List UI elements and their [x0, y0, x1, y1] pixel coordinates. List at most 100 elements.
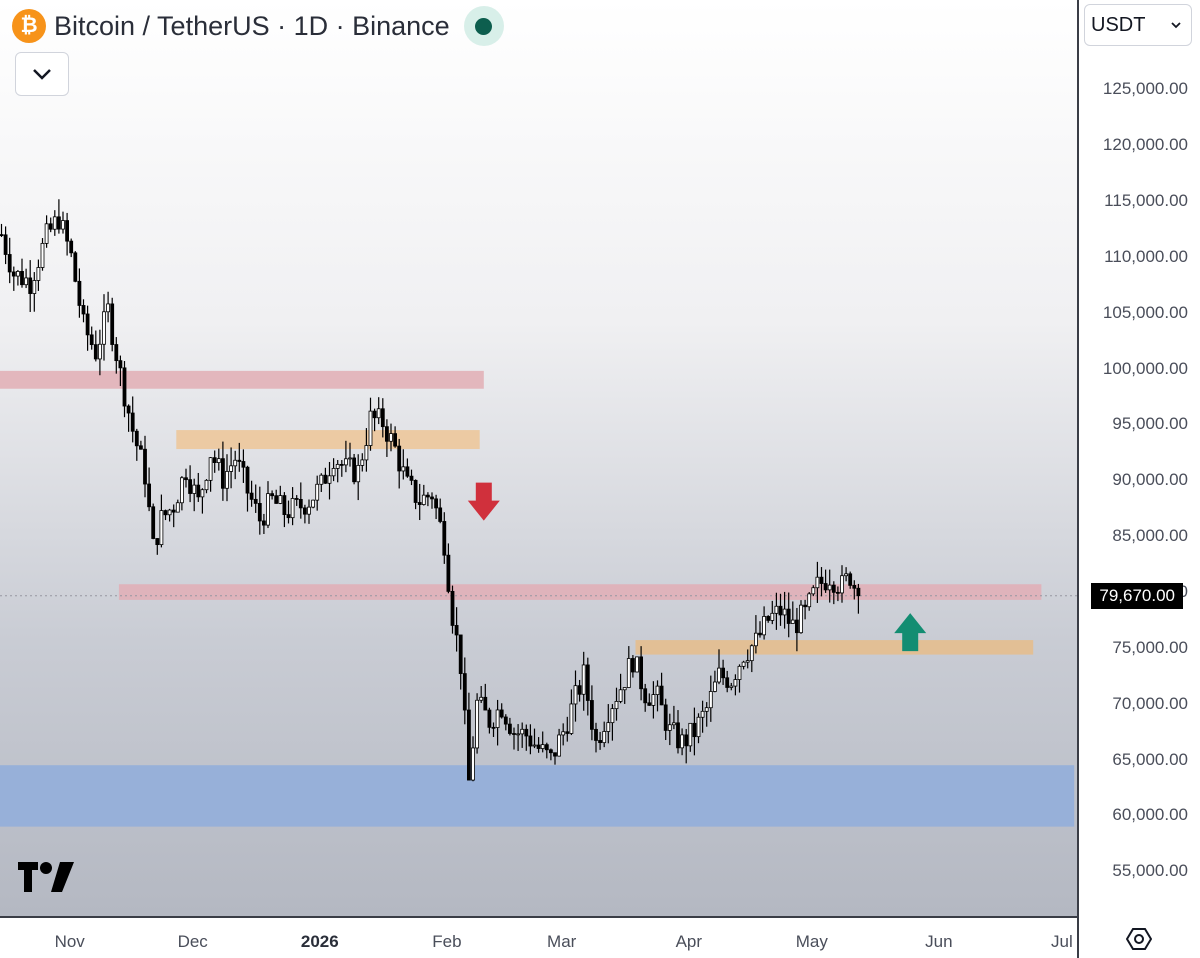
resistance-zone-1[interactable]: [176, 430, 480, 450]
candle[interactable]: [216, 448, 221, 471]
candle[interactable]: [237, 442, 242, 472]
candle[interactable]: [417, 483, 422, 521]
candle[interactable]: [220, 441, 225, 501]
candle[interactable]: [36, 259, 41, 291]
candle[interactable]: [647, 693, 652, 706]
candle[interactable]: [163, 509, 168, 521]
candle[interactable]: [184, 468, 188, 488]
candle[interactable]: [454, 607, 459, 652]
candle[interactable]: [852, 580, 857, 600]
candle[interactable]: [138, 440, 143, 450]
candle[interactable]: [786, 592, 791, 638]
candle[interactable]: [212, 450, 217, 473]
candle[interactable]: [766, 615, 771, 623]
resistance-zone-2[interactable]: [118, 584, 1042, 600]
candle[interactable]: [655, 680, 660, 712]
candle[interactable]: [401, 449, 406, 480]
candle[interactable]: [610, 704, 615, 741]
candle[interactable]: [188, 465, 193, 503]
candle[interactable]: [0, 223, 4, 238]
candle[interactable]: [286, 500, 291, 524]
candle[interactable]: [458, 634, 463, 690]
candle[interactable]: [778, 593, 783, 626]
candle[interactable]: [421, 484, 426, 506]
candle[interactable]: [544, 742, 549, 759]
candle[interactable]: [569, 689, 574, 736]
symbol-title[interactable]: Bitcoin / TetherUS · 1D · Binance: [54, 10, 450, 41]
candle[interactable]: [327, 461, 332, 500]
candle[interactable]: [229, 447, 234, 489]
candle[interactable]: [48, 217, 53, 233]
candle[interactable]: [40, 238, 45, 271]
candle[interactable]: [815, 561, 820, 603]
candle[interactable]: [98, 329, 102, 376]
candle[interactable]: [24, 268, 29, 289]
candle[interactable]: [823, 569, 828, 593]
candle[interactable]: [442, 512, 447, 564]
candle[interactable]: [532, 728, 537, 749]
candle[interactable]: [7, 237, 12, 284]
candle[interactable]: [565, 716, 570, 742]
candle[interactable]: [807, 592, 812, 611]
candle[interactable]: [840, 565, 844, 603]
candle[interactable]: [749, 644, 754, 673]
candle[interactable]: [434, 494, 439, 520]
candle[interactable]: [147, 467, 152, 512]
candle[interactable]: [733, 674, 738, 696]
candle[interactable]: [307, 499, 311, 524]
price-axis[interactable]: 55,000.00 60,000.00 65,000.00 70,000.00 75,0…: [1077, 0, 1200, 958]
candle[interactable]: [200, 488, 205, 514]
candle[interactable]: [622, 687, 627, 704]
candle[interactable]: [302, 504, 307, 524]
candle[interactable]: [110, 297, 115, 352]
candle[interactable]: [102, 294, 106, 361]
candle[interactable]: [516, 724, 520, 751]
candle[interactable]: [32, 272, 37, 312]
candle[interactable]: [245, 465, 250, 512]
candle[interactable]: [536, 737, 541, 753]
candle[interactable]: [573, 670, 578, 722]
candle[interactable]: [372, 408, 377, 432]
candle[interactable]: [585, 657, 590, 716]
candle[interactable]: [717, 649, 721, 685]
candle[interactable]: [667, 713, 672, 746]
candle[interactable]: [57, 199, 61, 234]
candle[interactable]: [315, 475, 320, 511]
candle[interactable]: [725, 670, 730, 693]
candle[interactable]: [581, 651, 586, 711]
candle[interactable]: [356, 454, 361, 501]
candle[interactable]: [626, 646, 631, 688]
candle[interactable]: [594, 722, 598, 753]
candle[interactable]: [257, 486, 262, 535]
candle[interactable]: [393, 426, 398, 448]
candle[interactable]: [754, 615, 758, 654]
candle[interactable]: [413, 479, 418, 510]
candle[interactable]: [348, 442, 352, 467]
candle[interactable]: [389, 423, 393, 452]
candle[interactable]: [741, 660, 746, 670]
candle[interactable]: [602, 721, 607, 748]
candle[interactable]: [827, 569, 832, 603]
candle[interactable]: [713, 670, 717, 693]
candle[interactable]: [204, 479, 209, 494]
chart-settings-button[interactable]: [1122, 924, 1156, 954]
candlestick-plot[interactable]: [0, 0, 1077, 916]
candle[interactable]: [549, 748, 553, 761]
candle[interactable]: [540, 731, 545, 753]
candle[interactable]: [360, 453, 365, 472]
candle[interactable]: [774, 592, 779, 630]
candle[interactable]: [122, 361, 127, 418]
candle[interactable]: [483, 683, 488, 711]
candle[interactable]: [261, 513, 266, 534]
candle[interactable]: [294, 495, 299, 506]
candle[interactable]: [524, 724, 529, 751]
candle[interactable]: [28, 260, 33, 312]
candle[interactable]: [659, 672, 664, 706]
candle[interactable]: [65, 212, 69, 256]
candle[interactable]: [192, 478, 197, 512]
candle[interactable]: [233, 450, 238, 480]
candle[interactable]: [811, 585, 816, 597]
candle[interactable]: [561, 723, 566, 746]
candle[interactable]: [631, 655, 635, 678]
candle[interactable]: [335, 459, 340, 483]
